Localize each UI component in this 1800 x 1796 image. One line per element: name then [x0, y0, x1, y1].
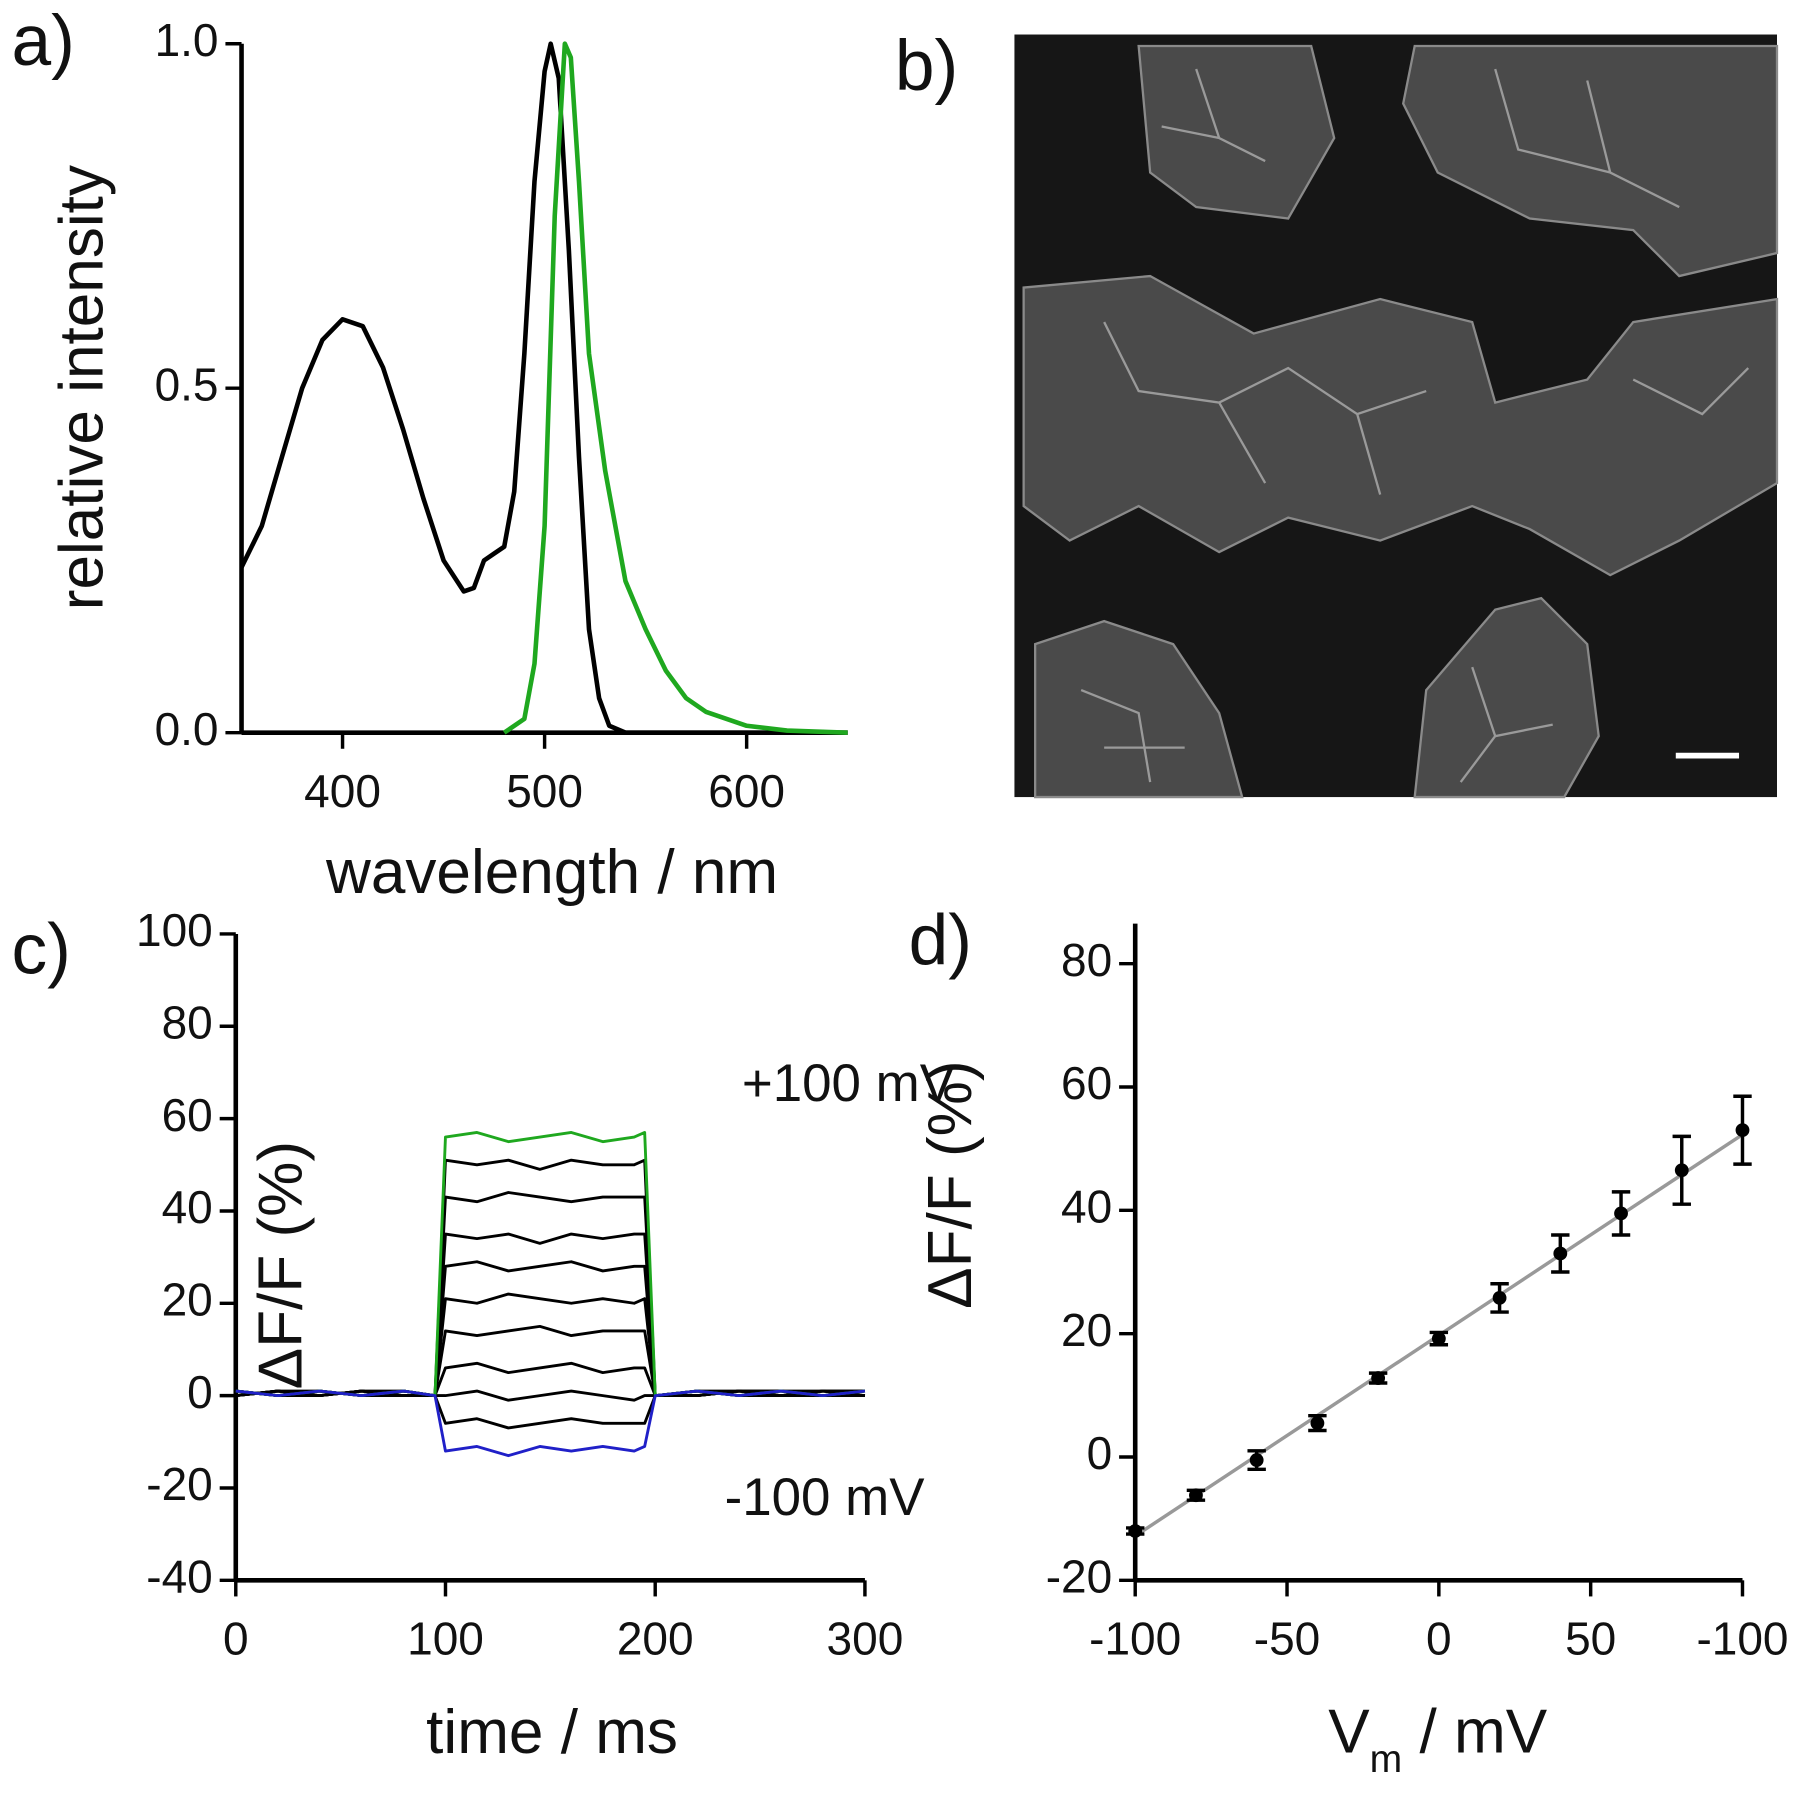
x-tick-label: 0	[1426, 1613, 1452, 1665]
y-tick-label: -40	[146, 1550, 212, 1602]
plot: 0 100 200 300 -40 -20 0 20 40 60 80 100 ΔF/F (%) time…	[136, 904, 956, 1767]
data-line	[239, 41, 848, 735]
y-tick-label: 40	[1061, 1180, 1112, 1232]
y-tick-label: 40	[162, 1181, 213, 1233]
x-tick-label: 600	[708, 765, 785, 817]
data-line	[235, 1389, 866, 1458]
y-tick-label: 60	[162, 1089, 213, 1141]
x-axis-label: wavelength / nm	[325, 838, 778, 907]
y-tick-label: 1.0	[155, 14, 219, 66]
panel-label: b)	[895, 26, 958, 106]
panel-label: d)	[909, 900, 972, 980]
x-tick-label: 300	[827, 1613, 904, 1665]
x-tick-label: 50	[1565, 1613, 1616, 1665]
x-tick-label: 500	[506, 765, 583, 817]
x-axis-label-unit: / mV	[1402, 1698, 1547, 1767]
y-tick-label: -20	[1046, 1550, 1112, 1602]
y-tick-label: 60	[1061, 1057, 1112, 1109]
x-axis-label-main: V	[1328, 1698, 1370, 1767]
y-axis-label: ΔF/F (%)	[916, 1060, 985, 1308]
x-tick-label: 200	[617, 1613, 694, 1665]
cells	[1022, 44, 1779, 799]
x-tick-label: 100	[407, 1613, 484, 1665]
data-point	[1553, 1246, 1568, 1261]
x-tick-label: -100	[1089, 1613, 1181, 1665]
micrograph	[1014, 34, 1779, 799]
data-line	[502, 41, 848, 735]
data-line	[235, 1158, 866, 1398]
data-point	[1189, 1488, 1203, 1503]
y-tick-label: 100	[136, 904, 213, 956]
data-point	[1371, 1371, 1386, 1385]
y-axis-label: ΔF/F (%)	[247, 1141, 316, 1389]
x-axis-label-sub: m	[1370, 1738, 1403, 1781]
x-axis-label: time / ms	[426, 1698, 678, 1767]
y-tick-label: 0	[187, 1366, 213, 1418]
panel-label: a)	[12, 1, 75, 81]
y-tick-label: 80	[1061, 934, 1112, 986]
y-axis-label: relative intensity	[48, 165, 117, 610]
data-line	[235, 1324, 866, 1398]
data-point	[1310, 1416, 1325, 1430]
data-point	[1614, 1206, 1628, 1221]
y-tick-label: -20	[146, 1458, 212, 1510]
cell-borders	[1080, 68, 1750, 783]
annotation: +100 mV	[742, 1054, 956, 1113]
panel-label: c)	[12, 909, 71, 989]
data-point	[1674, 1163, 1689, 1178]
y-tick-label: 20	[162, 1273, 213, 1325]
x-axis-label: Vm / mV	[1328, 1698, 1547, 1781]
y-tick-label: 0.0	[155, 703, 219, 755]
data-point	[1735, 1123, 1750, 1138]
data-line	[235, 1232, 866, 1398]
plot: 400 500 600 0.0 0.5 1.0 relative intensity wave…	[48, 14, 848, 907]
y-tick-label: 0.5	[155, 358, 219, 410]
data-point	[1431, 1331, 1446, 1346]
y-tick-label: 80	[162, 996, 213, 1048]
data-line	[235, 1292, 865, 1398]
x-tick-label: -50	[1254, 1613, 1320, 1665]
y-tick-label: 20	[1061, 1304, 1112, 1356]
x-tick-label: 400	[304, 765, 381, 817]
data-point	[1249, 1453, 1264, 1467]
plot: -100 -50 0 50 -100 -20 0 20 40 60 80 ΔF/F (%) Vm / m…	[916, 923, 1789, 1781]
annotation: -100 mV	[725, 1468, 926, 1527]
x-tick-label: 0	[223, 1613, 249, 1665]
data-line	[235, 1389, 865, 1430]
data-point	[1492, 1291, 1507, 1305]
x-tick-label: -100	[1696, 1613, 1788, 1665]
data-point	[1128, 1524, 1143, 1538]
y-tick-label: 0	[1087, 1427, 1113, 1479]
